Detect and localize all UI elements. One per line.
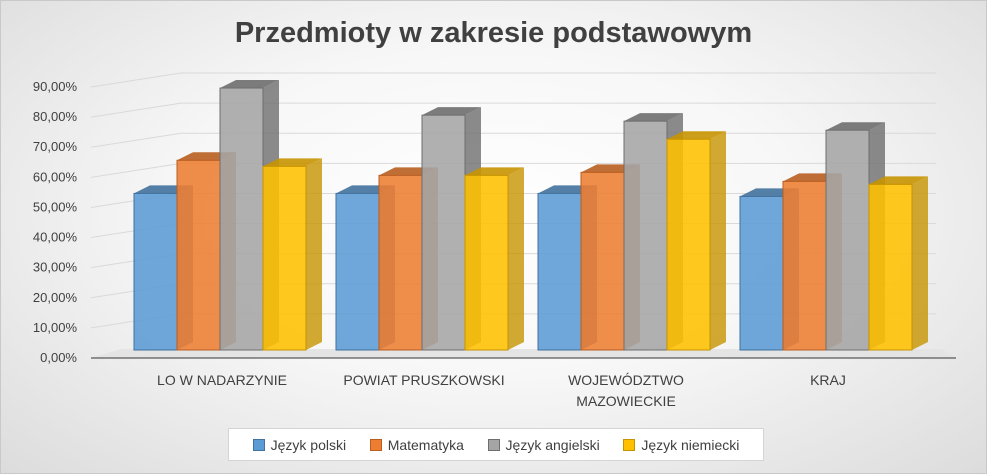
- legend-label: Matematyka: [387, 436, 464, 453]
- bar: [176, 159, 221, 351]
- bar: [464, 174, 509, 351]
- bar-side: [508, 167, 524, 350]
- legend-swatch: [487, 438, 500, 451]
- x-category-label: LO W NADARZYNIE: [157, 372, 287, 388]
- bar: [580, 171, 625, 351]
- chart-legend: Język polski Matematyka Język angielski Jęz…: [228, 428, 764, 461]
- bar: [133, 192, 178, 351]
- bar: [262, 165, 307, 351]
- legend-swatch: [369, 438, 382, 451]
- bar-top: [465, 167, 524, 176]
- bar-top: [422, 107, 481, 116]
- bar-top: [869, 176, 928, 185]
- x-category-label: MAZOWIECKIE: [576, 393, 676, 409]
- bar: [378, 174, 423, 351]
- y-tick-label: 40,00%: [33, 230, 78, 245]
- y-tick-label: 60,00%: [33, 169, 78, 184]
- bar: [623, 120, 668, 351]
- bar: [335, 192, 380, 351]
- bar-side: [710, 131, 726, 350]
- bar-top: [667, 131, 726, 140]
- y-tick-label: 80,00%: [33, 109, 78, 124]
- y-tick-label: 70,00%: [33, 139, 78, 154]
- legend-label: Język polski: [270, 436, 347, 453]
- legend-item: Język angielski: [487, 436, 600, 453]
- x-category-label: KRAJ: [810, 372, 846, 388]
- legend-item: Matematyka: [369, 436, 464, 453]
- bar-side: [912, 176, 928, 350]
- gridline: [90, 132, 936, 148]
- chart-title: Przedmioty w zakresie podstawowym: [234, 17, 753, 49]
- bar-top: [220, 80, 279, 89]
- bar-top: [624, 113, 683, 122]
- legend-swatch: [252, 438, 265, 451]
- y-tick-label: 10,00%: [33, 320, 78, 335]
- gridline: [90, 72, 936, 88]
- bar-top: [263, 158, 322, 167]
- y-tick-label: 0,00%: [40, 350, 77, 365]
- bar: [868, 183, 913, 351]
- bar: [825, 129, 870, 351]
- legend-label: Język angielski: [505, 436, 600, 453]
- legend-item: Język polski: [252, 436, 347, 453]
- bar: [666, 138, 711, 351]
- gridline: [90, 102, 936, 118]
- legend-label: Język niemiecki: [641, 436, 740, 453]
- x-category-label: WOJEWÓDZTWO: [568, 372, 684, 388]
- bar-top: [826, 122, 885, 131]
- bar: [219, 87, 264, 351]
- bar: [782, 180, 827, 351]
- chart-floor: [91, 349, 956, 358]
- x-category-label: POWIAT PRUSZKOWSKI: [343, 372, 504, 388]
- y-tick-label: 20,00%: [33, 290, 78, 305]
- bar: [739, 195, 784, 351]
- y-tick-label: 50,00%: [33, 199, 78, 214]
- bar-side: [306, 158, 322, 350]
- legend-swatch: [623, 438, 636, 451]
- y-tick-label: 90,00%: [33, 79, 78, 94]
- bar: [421, 114, 466, 351]
- legend-item: Język niemiecki: [623, 437, 739, 453]
- y-tick-label: 30,00%: [33, 260, 78, 275]
- bar: [537, 192, 582, 351]
